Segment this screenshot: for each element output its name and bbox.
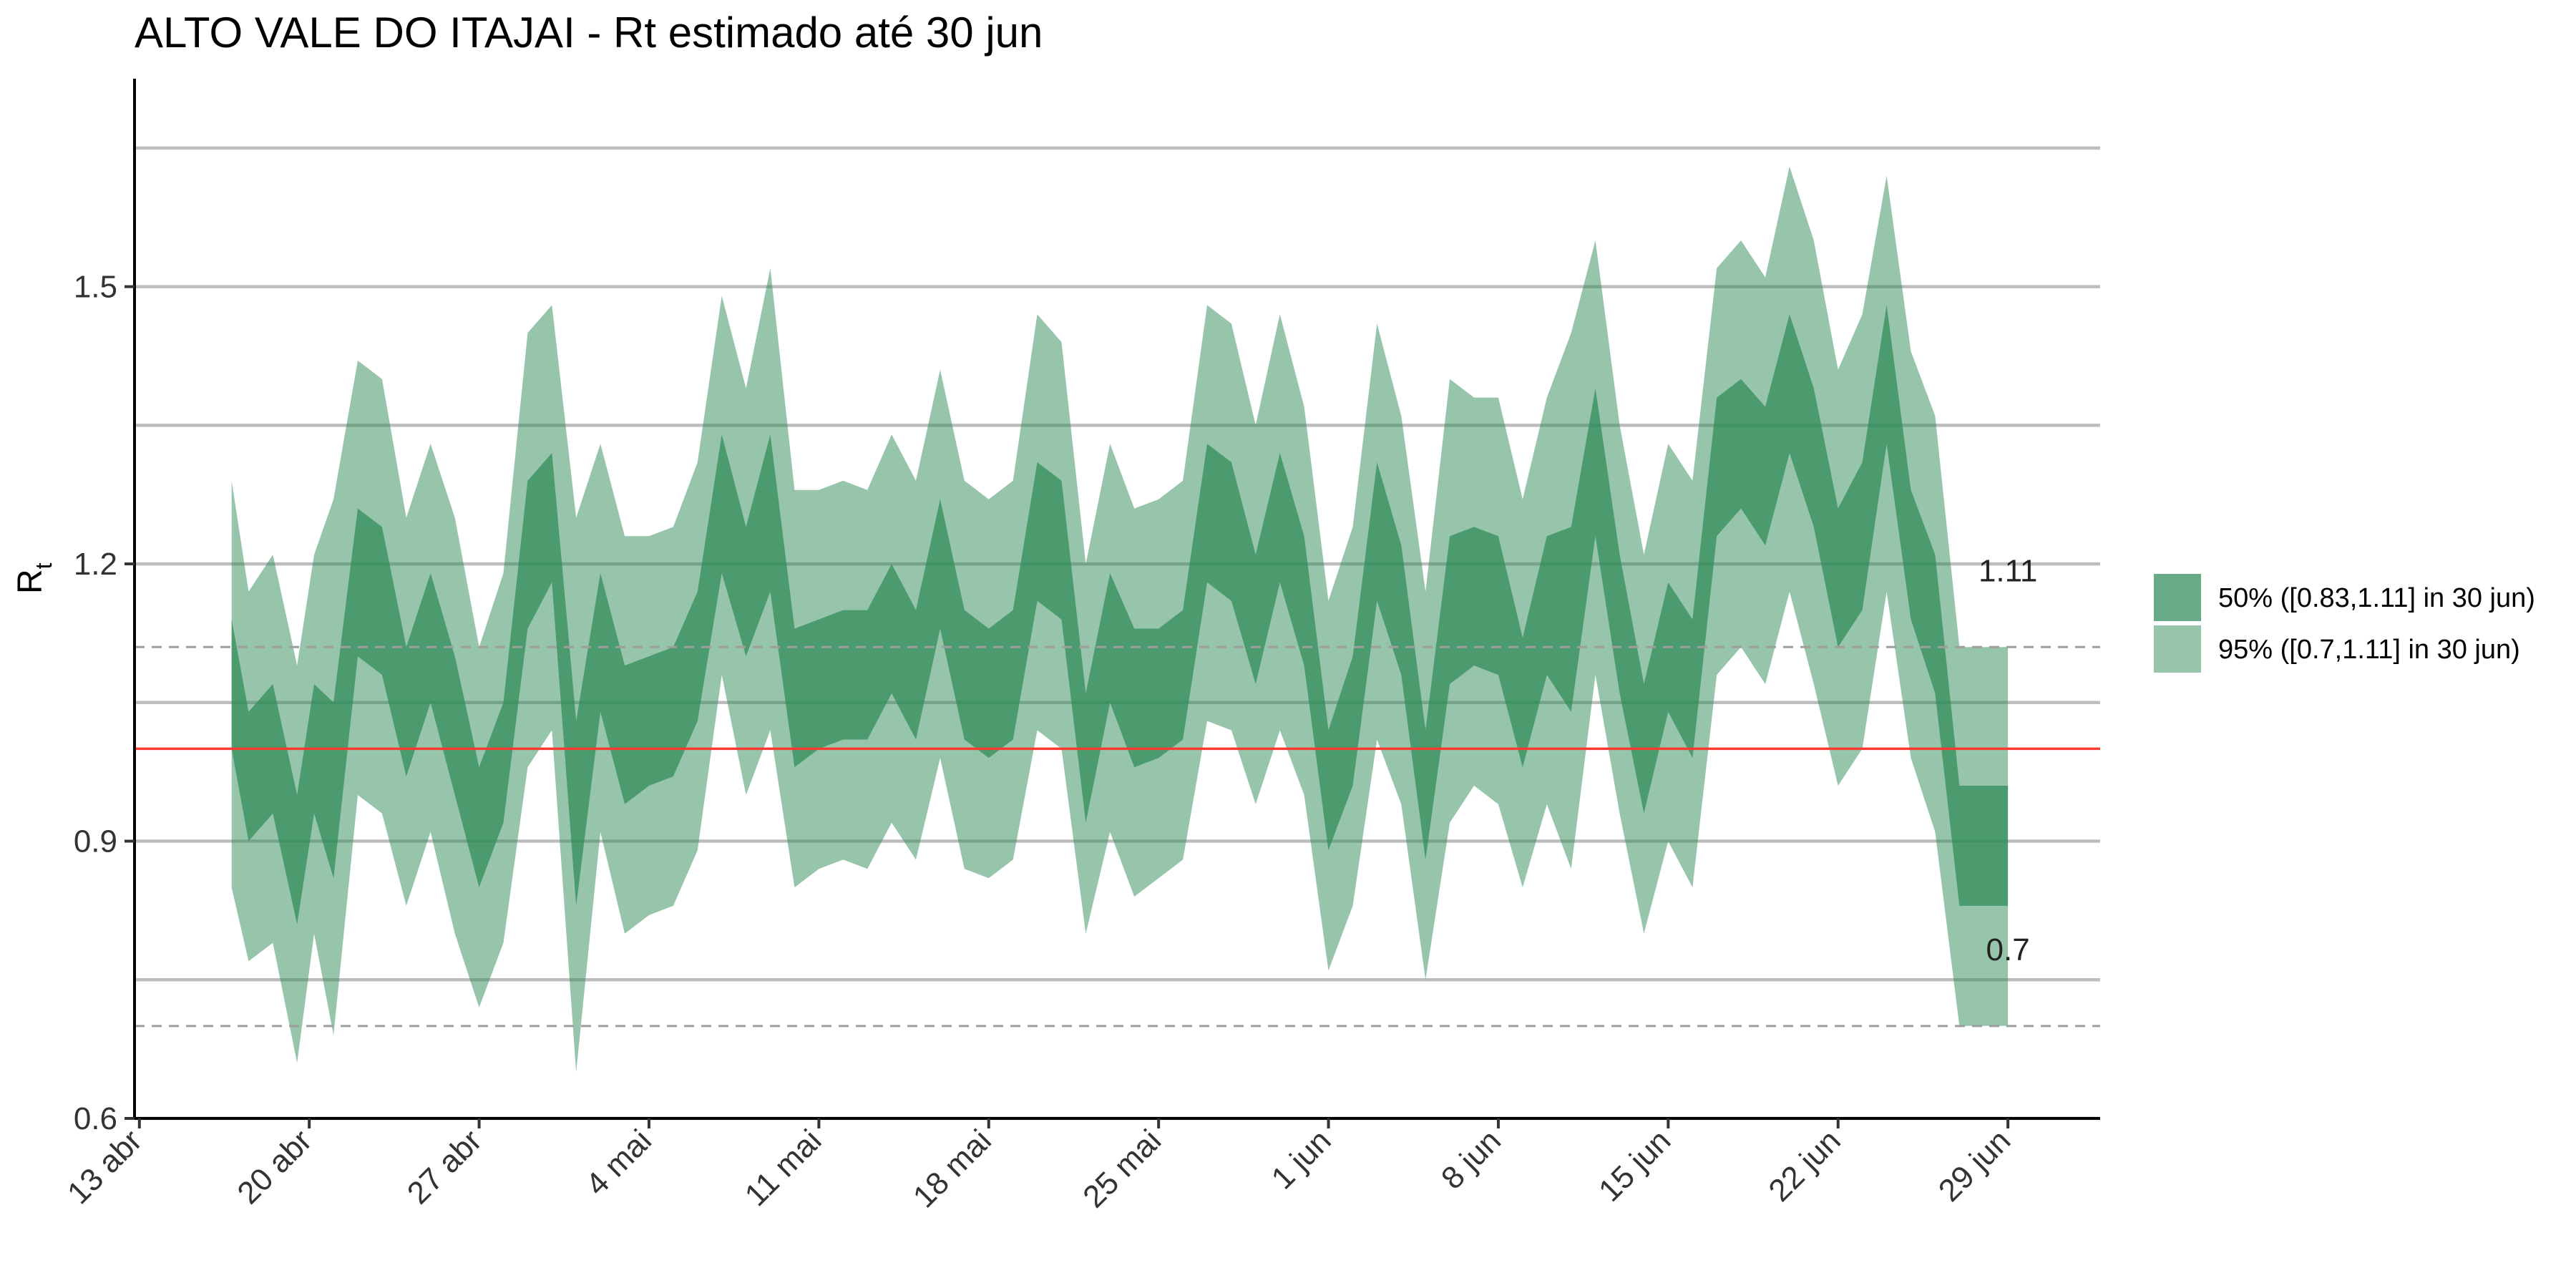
x-tick-label: 20 abr (230, 1123, 318, 1211)
x-tick-label: 22 jun (1762, 1123, 1847, 1208)
x-tick-label: 1 jun (1264, 1123, 1337, 1196)
y-tick-label: 0.6 (74, 1101, 117, 1136)
x-tick-label: 25 mai (1076, 1123, 1168, 1214)
x-tick-label: 8 jun (1435, 1123, 1508, 1196)
legend: 50% ([0.83,1.11] in 30 jun) 95% ([0.7,1.1… (2154, 574, 2535, 673)
dashed-line-label: 0.7 (1986, 932, 2030, 967)
dashed-line-label: 1.11 (1979, 553, 2037, 588)
legend-swatch (2154, 574, 2201, 621)
reference-lines (135, 645, 2100, 1028)
x-tick-label: 15 jun (1592, 1123, 1677, 1208)
interval-bands (231, 166, 2009, 1073)
x-tick-label: 18 mai (907, 1123, 998, 1214)
annotations: 1.11 0.7 (1979, 553, 2037, 967)
y-tick-label: 1.2 (74, 547, 117, 582)
y-ticks: 0.6 0.9 1.2 1.5 (74, 270, 135, 1136)
legend-label: 95% ([0.7,1.11] in 30 jun) (2218, 635, 2520, 665)
chart-title: ALTO VALE DO ITAJAI - Rt estimado até 30… (135, 9, 1043, 57)
band-50 (231, 305, 2009, 924)
x-tick-label: 4 mai (579, 1123, 658, 1202)
y-tick-label: 0.9 (74, 824, 117, 859)
axes (133, 79, 2100, 1120)
x-ticks: 13 abr 20 abr 27 abr 4 mai 11 mai 18 mai 25 ma… (61, 1118, 2017, 1214)
x-tick-label: 29 jun (1932, 1123, 2017, 1208)
legend-swatch (2154, 625, 2201, 673)
y-axis-label-main: R (11, 569, 49, 594)
y-tick-label: 1.5 (74, 270, 117, 305)
x-tick-label: 11 mai (738, 1123, 829, 1213)
x-tick-label: 27 abr (401, 1123, 489, 1211)
y-axis-label: Rt (11, 562, 57, 594)
legend-label: 50% ([0.83,1.11] in 30 jun) (2218, 583, 2535, 613)
y-axis-label-sub: t (31, 562, 57, 569)
